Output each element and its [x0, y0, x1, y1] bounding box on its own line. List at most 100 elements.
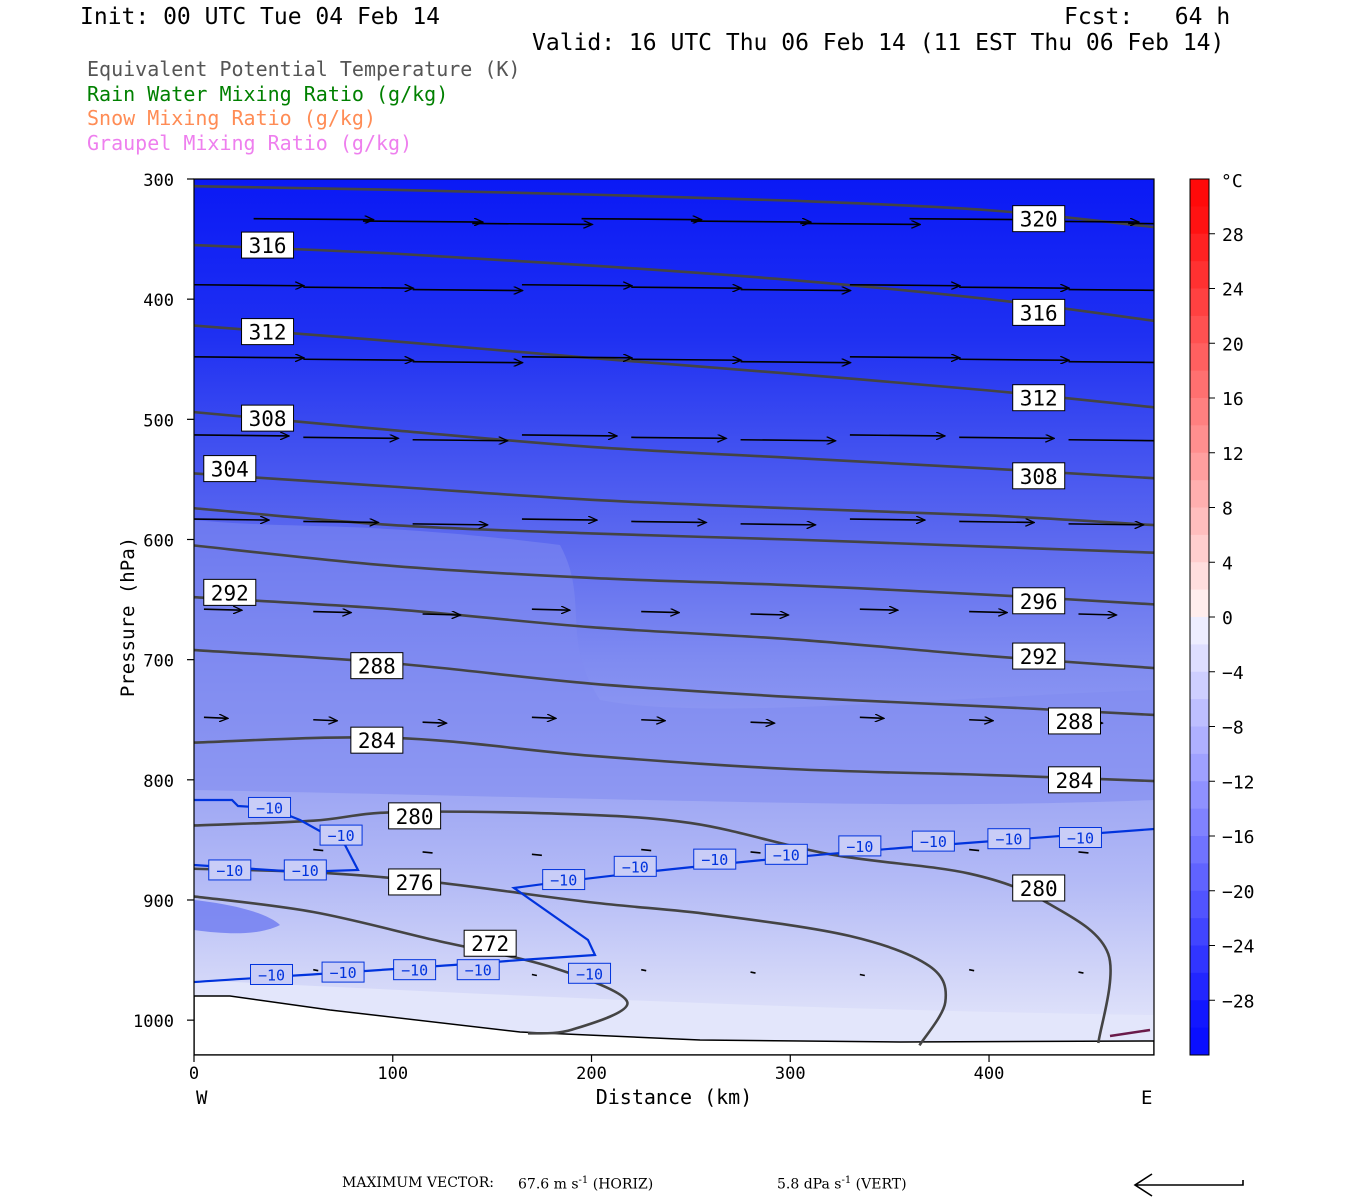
wind-vector: [1078, 851, 1089, 854]
isotherm-label-box: [319, 824, 363, 846]
wind-vector: [750, 851, 761, 854]
theta-e-contour-280: [194, 810, 1112, 1044]
x-axis: 0 100 200 300 400: [189, 1055, 1005, 1084]
wind-vector: [1068, 360, 1154, 364]
wind-vector: [690, 221, 811, 222]
wind-vector: [303, 521, 378, 522]
theta-e-label-box: [241, 231, 295, 259]
wind-vector: [313, 720, 337, 721]
colorbar-tick-label: 28: [1222, 225, 1244, 246]
theta-e-label-box: [203, 578, 257, 606]
colorbar-swatch: [1190, 452, 1209, 481]
wind-vector: [412, 524, 488, 525]
valid-time: Valid: 16 UTC Thu 06 Feb 14 (11 EST Thu …: [532, 30, 1225, 56]
isotherm-label-box: [208, 859, 252, 881]
isotherm-label: −10: [1067, 830, 1094, 848]
colorbar-tick-label: −24: [1222, 937, 1255, 958]
theta-e-contour-304: [194, 472, 1154, 527]
colorbar-swatch: [1190, 617, 1209, 645]
isotherm-label: −10: [576, 965, 603, 983]
theta-e-label-box: [1012, 874, 1066, 902]
isotherm-label: −10: [846, 838, 873, 856]
wind-vector: [849, 357, 960, 358]
wind-vector: [412, 440, 508, 441]
wind-vector: [194, 435, 289, 436]
colorbar-swatch: [1190, 179, 1209, 207]
theta-e-label-box: [388, 868, 442, 896]
theta-e-label: 280: [1020, 877, 1058, 901]
y-axis: 300 400 500 600 700 800 900 1000: [133, 171, 194, 1032]
cold-pocket: [194, 900, 280, 934]
isotherm-label: −10: [995, 831, 1022, 849]
colorbar-tick-label: 0: [1222, 608, 1233, 629]
wind-vector: [800, 223, 920, 224]
isotherm-label: −10: [773, 846, 800, 864]
colorbar-tick-label: −12: [1222, 772, 1255, 793]
colorbar: 28 24 20 16 12 8 4 0 −4 −8 −12 −16 −20 −24 −28: [1189, 178, 1255, 1056]
wind-vector: [531, 973, 538, 977]
theta-e-label: 308: [1020, 465, 1058, 489]
wind-vector: [641, 612, 679, 613]
colorbar-tick-label: −20: [1222, 882, 1255, 903]
wind-vector: [969, 612, 1007, 613]
theta-e-label: 292: [1020, 645, 1058, 669]
theta-e-label: 316: [1020, 301, 1058, 325]
wind-vector: [859, 609, 898, 610]
theta-e-label-box: [241, 404, 295, 432]
wind-vector: [750, 614, 789, 615]
y-tick-label: 500: [143, 411, 174, 431]
theta-e-contour-312: [194, 324, 1154, 409]
colorbar-tick-label: −16: [1222, 827, 1255, 848]
isotherm-label: −10: [622, 858, 649, 876]
theta-e-label-box: [1012, 384, 1066, 412]
theta-e-label-box: [463, 929, 517, 957]
x-tick-label: 300: [775, 1064, 806, 1084]
isotherm-label-box: [321, 961, 365, 983]
wind-vector: [1068, 288, 1154, 292]
y-tick-label: 700: [143, 652, 174, 672]
wind-vector: [750, 971, 756, 974]
theta-e-label: 320: [1020, 208, 1058, 232]
isotherm-label-box: [911, 830, 955, 852]
colorbar-tick-label: −4: [1222, 663, 1244, 684]
plot-frame: [193, 178, 1155, 1056]
colorbar-swatch: [1190, 836, 1209, 864]
colorbar-swatch: [1190, 890, 1209, 919]
cross-section-plot: 3203163163123123083083042962922922882882…: [117, 171, 1255, 1109]
reference-vector-arrow: [1133, 1173, 1244, 1197]
wind-vector: [194, 357, 304, 358]
wind-vector: [531, 717, 556, 718]
theta-e-contour-308: [194, 410, 1154, 480]
colorbar-swatch: [1190, 644, 1209, 673]
isotherm-label: −10: [920, 833, 947, 851]
theta-e-label-box: [350, 652, 404, 680]
wind-vector: [422, 614, 461, 615]
colorbar-swatch: [1190, 1000, 1209, 1029]
wind-vector: [521, 285, 632, 286]
wind-vector: [521, 435, 617, 436]
isotherm-label-box: [764, 843, 808, 865]
theta-e-label: 304: [211, 458, 249, 482]
y-tick-label: 1000: [133, 1012, 174, 1032]
theta-e-label: 288: [358, 655, 396, 679]
isotherm-label: −10: [328, 827, 355, 845]
theta-e-label: 272: [471, 932, 509, 956]
theta-e-label: 284: [358, 729, 396, 753]
max-vert-tag: (VERT): [855, 1176, 907, 1193]
theta-e-label: 276: [396, 871, 434, 895]
x-tick-label: 400: [974, 1064, 1005, 1084]
theta-e-label: 316: [249, 234, 287, 258]
max-horiz-value: 67.6 m s: [518, 1176, 579, 1193]
colorbar-swatch: [1190, 206, 1209, 235]
wind-vector: [631, 359, 741, 360]
legend-theta-e: Equivalent Potential Temperature (K): [87, 57, 521, 81]
wind-vector: [641, 968, 647, 972]
wind-vector: [1078, 971, 1084, 974]
wind-vector: [194, 285, 304, 286]
colorbar-tick-label: 12: [1222, 444, 1244, 465]
wind-vector: [203, 609, 242, 610]
colorbar-tick-label: 16: [1222, 389, 1244, 410]
isotherm-label-box: [1058, 827, 1102, 849]
theta-e-contour-316: [194, 243, 1154, 323]
wind-vector: [631, 521, 706, 522]
